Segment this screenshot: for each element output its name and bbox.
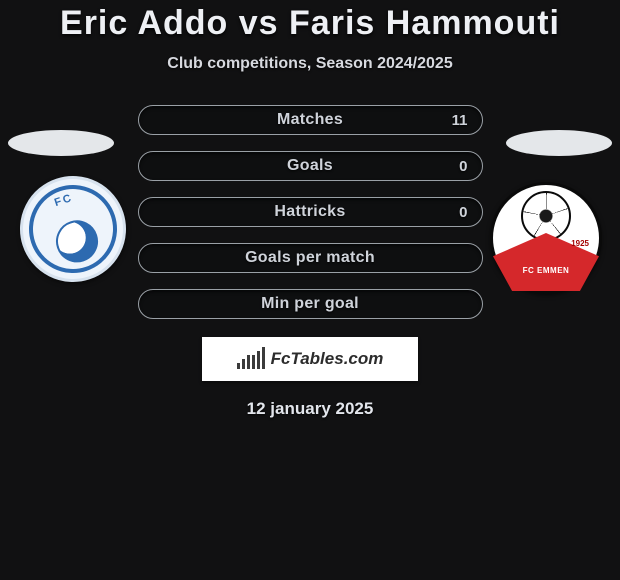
side-oval-right bbox=[506, 130, 612, 156]
bars-icon bbox=[237, 349, 265, 369]
footer-date: 12 january 2025 bbox=[0, 399, 620, 419]
stat-right-value: 11 bbox=[452, 106, 468, 134]
stat-right-value: 0 bbox=[459, 198, 467, 226]
club-badge-left: FC bbox=[6, 162, 140, 296]
brand-text: FcTables.com bbox=[271, 349, 384, 369]
brand-box: FcTables.com bbox=[202, 337, 418, 381]
stat-label: Min per goal bbox=[261, 295, 359, 313]
stat-row-goals: Goals 0 bbox=[138, 151, 483, 181]
stat-label: Goals bbox=[287, 157, 333, 175]
badge-right-text: FC EMMEN bbox=[493, 266, 599, 275]
page-title: Eric Addo vs Faris Hammouti bbox=[0, 4, 620, 43]
page-subtitle: Club competitions, Season 2024/2025 bbox=[0, 55, 620, 73]
stat-right-value: 0 bbox=[459, 152, 467, 180]
stat-row-hattricks: Hattricks 0 bbox=[138, 197, 483, 227]
club-badge-right: 1925 FC EMMEN bbox=[490, 182, 602, 294]
stat-row-min-per-goal: Min per goal bbox=[138, 289, 483, 319]
stat-row-goals-per-match: Goals per match bbox=[138, 243, 483, 273]
stats-rows: Matches 11 Goals 0 Hattricks 0 Goals per… bbox=[138, 105, 483, 319]
stat-label: Hattricks bbox=[274, 203, 345, 221]
badge-right-year: 1925 bbox=[571, 239, 589, 248]
stat-row-matches: Matches 11 bbox=[138, 105, 483, 135]
stat-label: Matches bbox=[277, 111, 343, 129]
stat-label: Goals per match bbox=[245, 249, 375, 267]
side-oval-left bbox=[8, 130, 114, 156]
